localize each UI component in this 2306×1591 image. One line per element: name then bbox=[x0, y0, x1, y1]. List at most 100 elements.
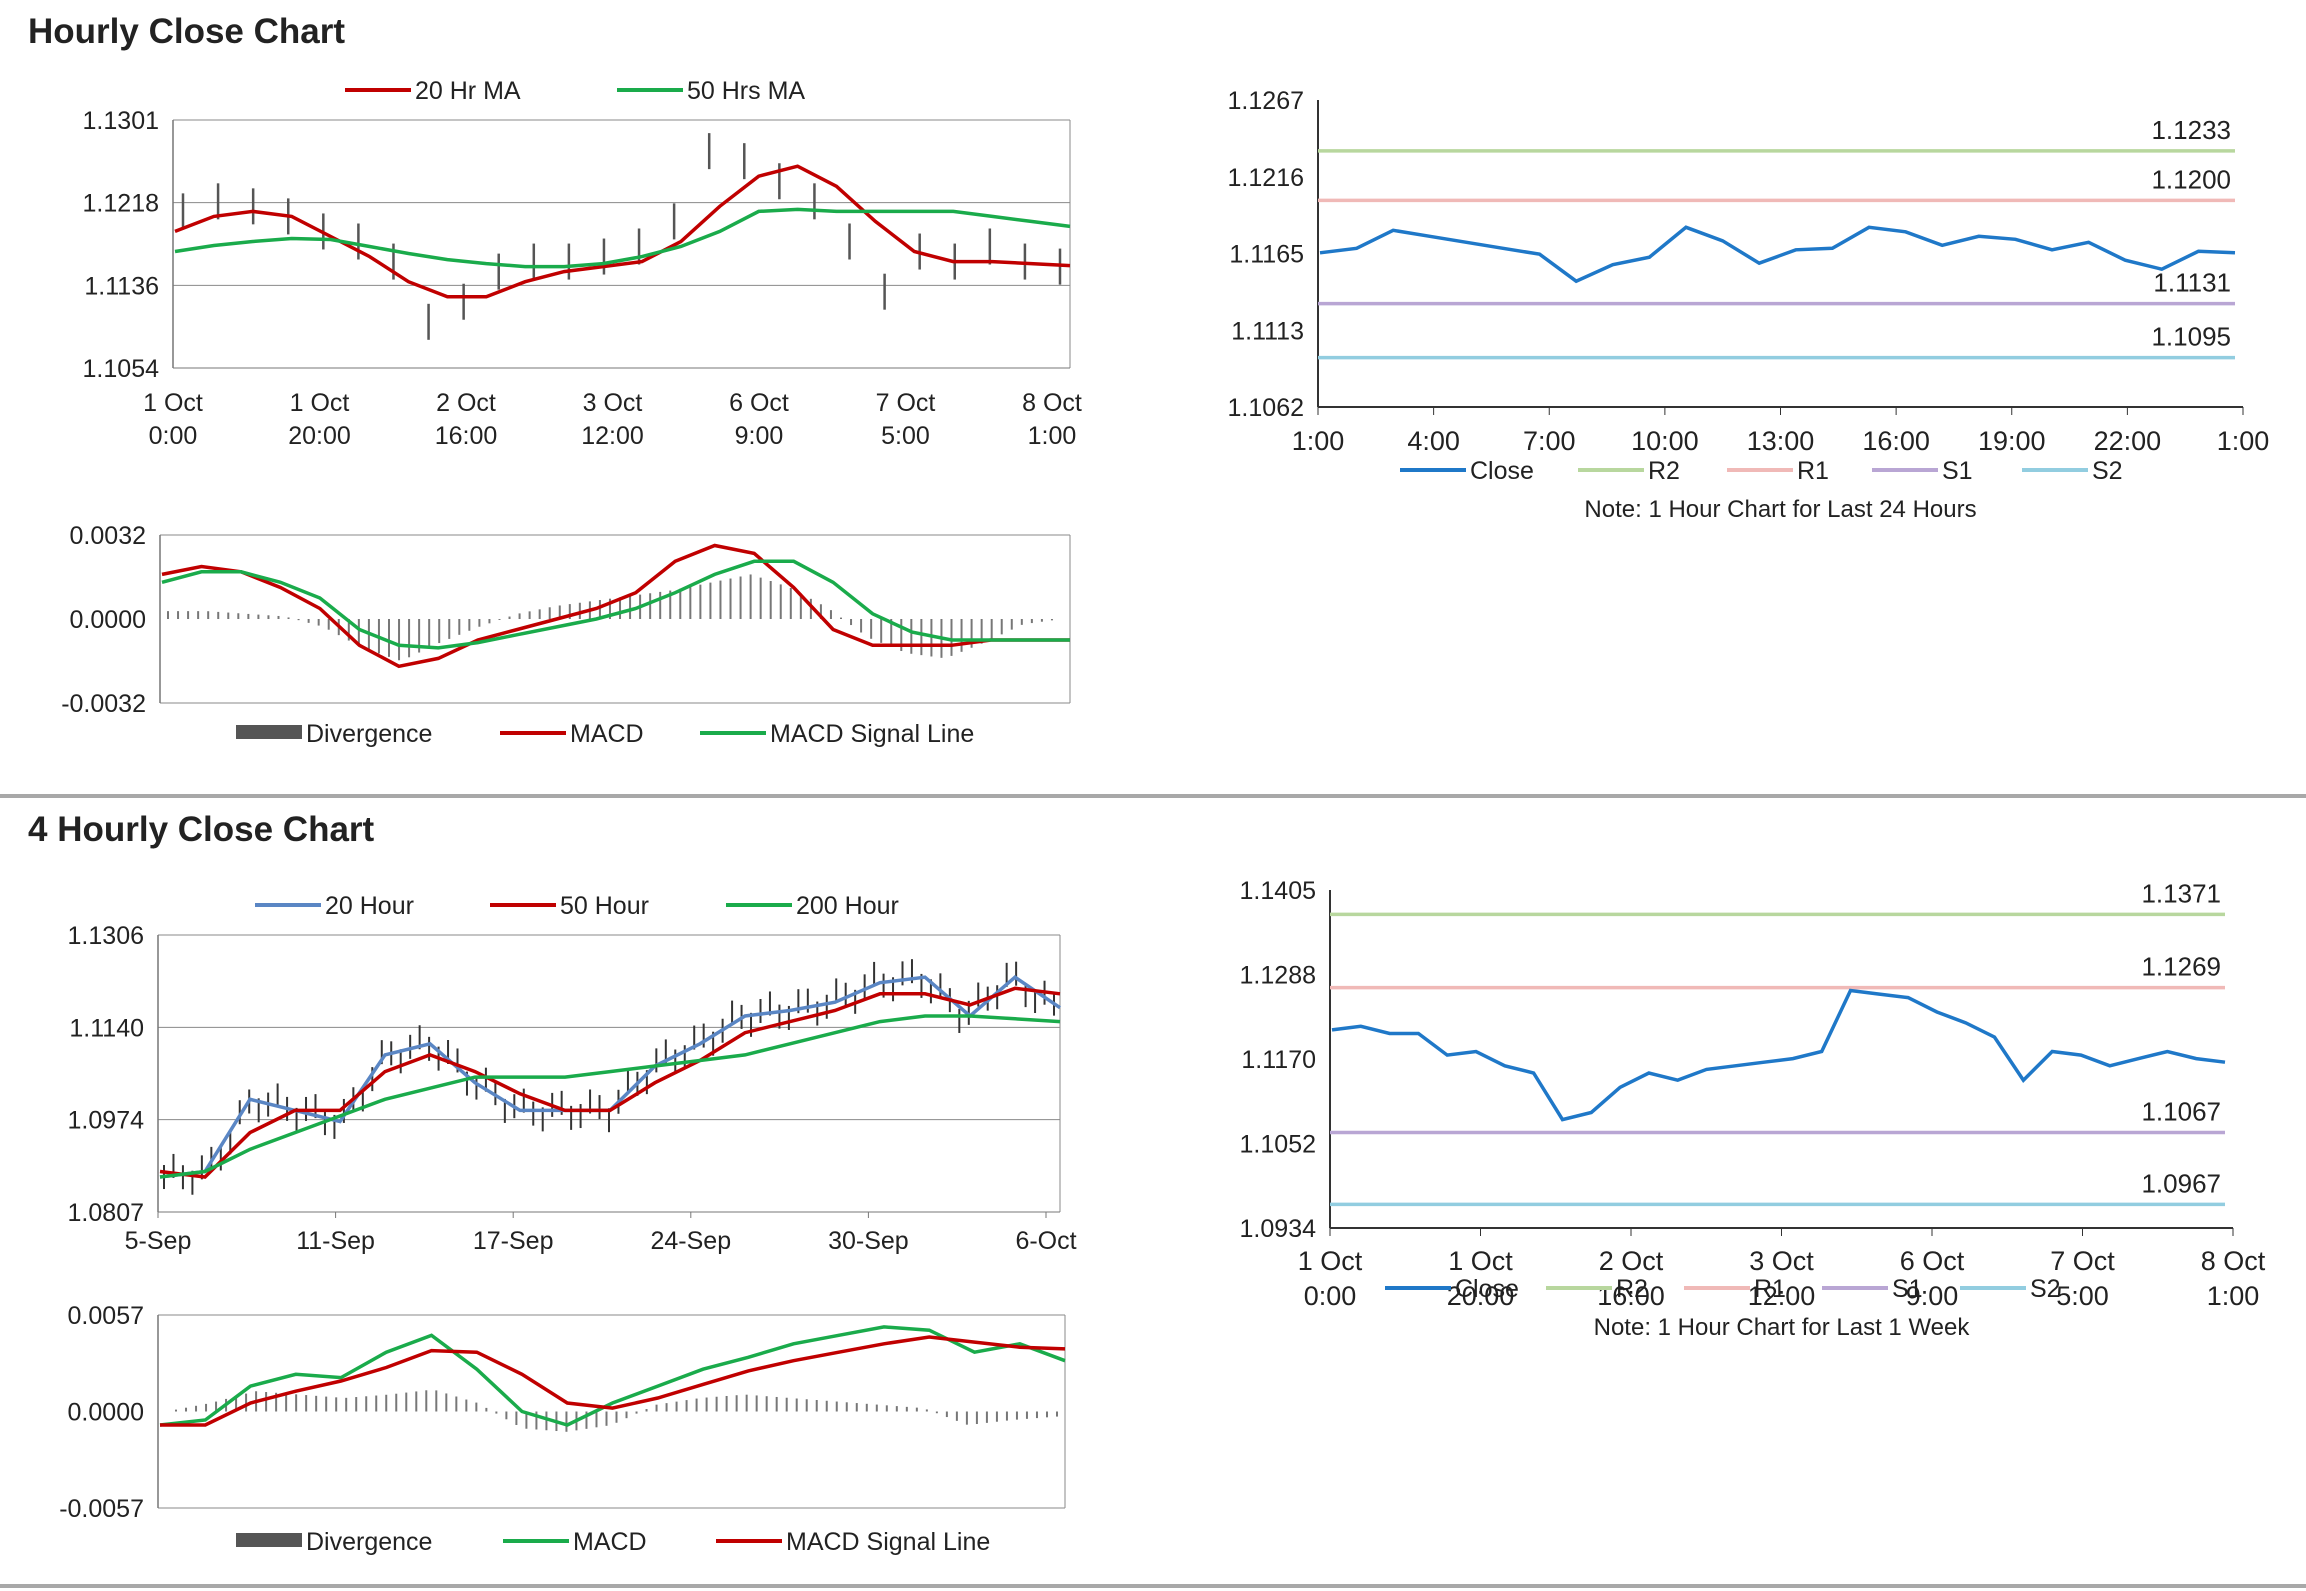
x-tick-label: 11-Sep bbox=[296, 1227, 375, 1255]
series-line bbox=[159, 974, 1061, 1179]
legend-label: 20 Hour bbox=[325, 892, 414, 920]
hourly-24h-levels-chart: 1.1267 1.1216 1.1165 1.1113 1.1062 1.1233 1.12… bbox=[1228, 87, 2270, 523]
series-line bbox=[159, 986, 1061, 1179]
x-tick-label: 8 Oct bbox=[1022, 389, 1082, 417]
y-tick-label: 1.0807 bbox=[68, 1199, 144, 1227]
y-tick-label: 0.0000 bbox=[70, 606, 146, 634]
y-tick-label: 1.0934 bbox=[1240, 1215, 1317, 1243]
x-tick-label: 1:00 bbox=[1292, 426, 1345, 456]
y-tick-label: 1.1301 bbox=[83, 107, 159, 135]
x-tick-label: 3 Oct bbox=[1749, 1246, 1814, 1276]
legend-label: S1 bbox=[1942, 457, 1973, 485]
4hour-macd-chart: 0.0057 0.0000 -0.0057 Divergence MACD MACD Si… bbox=[59, 1302, 1066, 1556]
legend-label: MACD Signal Line bbox=[786, 1528, 990, 1556]
y-tick-label: 1.1218 bbox=[83, 190, 159, 218]
legend-label: Close bbox=[1470, 457, 1534, 485]
x-tick-label: 2 Oct bbox=[1599, 1246, 1664, 1276]
x-tick-label: 24-Sep bbox=[650, 1227, 731, 1255]
x-tick-label: 1 Oct bbox=[1448, 1246, 1513, 1276]
legend-label: S2 bbox=[2092, 457, 2123, 485]
legend-label: 50 Hrs MA bbox=[687, 77, 805, 105]
legend-label: S1 bbox=[1892, 1275, 1923, 1303]
y-tick-label: 1.1306 bbox=[68, 922, 144, 950]
y-tick-label: 0.0057 bbox=[68, 1302, 144, 1330]
x-tick-label: 3 Oct bbox=[583, 389, 643, 417]
x-tick-label: 22:00 bbox=[2094, 426, 2162, 456]
legend-swatch bbox=[236, 725, 302, 739]
y-tick-label: 1.1288 bbox=[1240, 962, 1316, 990]
level-label: 1.0967 bbox=[2141, 1168, 2221, 1198]
x-tick-label: 13:00 bbox=[1747, 426, 1815, 456]
y-tick-label: 1.1405 bbox=[1240, 877, 1316, 905]
chart-note: Note: 1 Hour Chart for Last 1 Week bbox=[1594, 1314, 1971, 1341]
x-tick-label: 1 Oct bbox=[143, 389, 203, 417]
legend-label: R1 bbox=[1754, 1275, 1786, 1303]
y-tick-label: -0.0032 bbox=[61, 690, 146, 718]
x-tick-label: 9:00 bbox=[1906, 1281, 1959, 1311]
y-tick-label: 0.0000 bbox=[68, 1399, 144, 1427]
x-tick-label: 9:00 bbox=[735, 422, 784, 450]
x-tick-label: 16:00 bbox=[435, 422, 498, 450]
legend-label: S2 bbox=[2030, 1275, 2061, 1303]
legend-label: MACD bbox=[573, 1528, 647, 1556]
x-tick-label: 12:00 bbox=[581, 422, 644, 450]
x-tick-label: 7:00 bbox=[1523, 426, 1576, 456]
level-label: 1.1200 bbox=[2151, 164, 2231, 194]
y-tick-label: 1.1054 bbox=[83, 355, 160, 383]
series-line bbox=[160, 1335, 1066, 1427]
series-line bbox=[161, 559, 1070, 650]
series-line bbox=[161, 543, 1070, 669]
series-line bbox=[159, 1325, 1066, 1427]
x-tick-label: 1:00 bbox=[2207, 1281, 2260, 1311]
x-tick-label: 12:00 bbox=[1748, 1281, 1816, 1311]
y-tick-label: -0.0057 bbox=[59, 1495, 144, 1523]
x-tick-label: 5-Sep bbox=[125, 1227, 192, 1255]
section-title-4hourly: 4 Hourly Close Chart bbox=[28, 810, 375, 849]
level-label: 1.1067 bbox=[2141, 1097, 2221, 1127]
bottom-divider bbox=[0, 1584, 2306, 1588]
legend-label: Divergence bbox=[306, 720, 432, 748]
section-divider bbox=[0, 794, 2306, 798]
y-tick-label: 1.1267 bbox=[1228, 87, 1304, 115]
series-line bbox=[159, 1014, 1061, 1179]
y-tick-label: 1.1216 bbox=[1228, 164, 1304, 192]
level-label: 1.1131 bbox=[2153, 268, 2231, 298]
y-tick-label: 1.1140 bbox=[69, 1014, 144, 1042]
x-tick-label: 8 Oct bbox=[2201, 1246, 2266, 1276]
y-tick-label: 1.1052 bbox=[1240, 1131, 1316, 1159]
x-tick-label: 7 Oct bbox=[2050, 1246, 2115, 1276]
series-line bbox=[174, 164, 1071, 299]
legend-label: MACD bbox=[570, 720, 644, 748]
x-tick-label: 1:00 bbox=[1028, 422, 1077, 450]
x-tick-label: 1 Oct bbox=[1298, 1246, 1363, 1276]
x-tick-label: 2 Oct bbox=[436, 389, 496, 417]
legend-label: Divergence bbox=[306, 1528, 432, 1556]
legend-label: R2 bbox=[1648, 457, 1680, 485]
x-tick-label: 5:00 bbox=[2056, 1281, 2109, 1311]
close-line bbox=[1319, 225, 2236, 284]
close-line bbox=[1331, 988, 2226, 1122]
legend-label: Close bbox=[1455, 1275, 1519, 1303]
x-tick-label: 19:00 bbox=[1978, 426, 2046, 456]
chart-note: Note: 1 Hour Chart for Last 24 Hours bbox=[1584, 496, 1976, 523]
x-tick-label: 6 Oct bbox=[1900, 1246, 1965, 1276]
y-tick-label: 1.0974 bbox=[68, 1107, 145, 1135]
level-label: 1.1233 bbox=[2151, 115, 2231, 145]
x-tick-label: 1:00 bbox=[2217, 426, 2270, 456]
y-tick-label: 1.1062 bbox=[1228, 394, 1304, 422]
legend-label: MACD Signal Line bbox=[770, 720, 974, 748]
y-tick-label: 1.1136 bbox=[84, 272, 159, 300]
legend-label: 200 Hour bbox=[796, 892, 899, 920]
legend-label: 20 Hr MA bbox=[415, 77, 521, 105]
x-tick-label: 4:00 bbox=[1407, 426, 1460, 456]
legend-swatch bbox=[236, 1533, 302, 1547]
x-tick-label: 6 Oct bbox=[729, 389, 789, 417]
y-tick-label: 1.1113 bbox=[1231, 317, 1304, 345]
x-tick-label: 0:00 bbox=[1304, 1281, 1357, 1311]
level-label: 1.1269 bbox=[2141, 952, 2221, 982]
x-tick-label: 6-Oct bbox=[1015, 1227, 1076, 1255]
legend-label: R1 bbox=[1797, 457, 1829, 485]
4hour-week-levels-chart: 1.1405 1.1288 1.1170 1.1052 1.0934 1.1371 1.12… bbox=[1240, 877, 2266, 1341]
hourly-macd-chart: 0.0032 0.0000 -0.0032 Divergence MACD MACD Si… bbox=[61, 522, 1071, 748]
